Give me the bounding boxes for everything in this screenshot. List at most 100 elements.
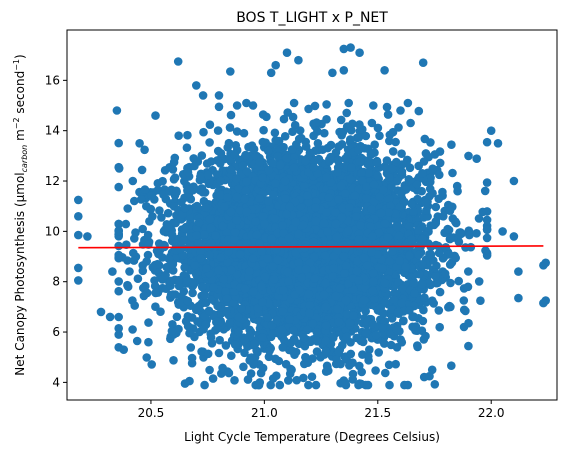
data-point [374, 228, 384, 238]
data-point [133, 274, 143, 284]
data-point [383, 110, 393, 119]
data-point [123, 204, 132, 213]
data-point [295, 126, 305, 135]
data-point [144, 318, 153, 327]
data-point [292, 375, 302, 385]
data-point [443, 224, 453, 234]
data-point [147, 360, 156, 369]
data-point [128, 325, 137, 334]
data-point [143, 250, 153, 260]
data-point [143, 230, 153, 240]
data-point [114, 277, 123, 286]
data-point [405, 251, 414, 261]
data-point [394, 277, 403, 287]
data-point [409, 207, 418, 216]
data-point [366, 158, 376, 167]
data-point [322, 100, 331, 109]
data-point [404, 222, 414, 231]
data-point [347, 126, 356, 135]
data-point [289, 98, 299, 108]
data-point [230, 340, 240, 349]
data-point [208, 374, 218, 383]
data-point [279, 114, 289, 124]
data-point [370, 140, 380, 149]
data-point [301, 353, 310, 362]
data-point [142, 257, 151, 266]
data-point [417, 186, 427, 196]
data-point [392, 176, 402, 186]
data-point [148, 263, 158, 272]
data-point [348, 358, 357, 368]
data-point [199, 127, 208, 137]
data-point [304, 380, 313, 390]
data-point [197, 347, 206, 356]
data-point [320, 128, 329, 138]
data-point [225, 123, 235, 132]
data-point [426, 173, 435, 182]
data-point [203, 349, 213, 359]
data-point [258, 363, 268, 373]
data-point [385, 380, 394, 390]
data-point [424, 278, 434, 288]
data-point [482, 215, 492, 225]
data-point [435, 170, 444, 180]
data-point [354, 133, 364, 142]
data-point [369, 197, 379, 207]
data-point [230, 150, 240, 160]
data-point [323, 362, 332, 372]
data-point [288, 127, 297, 136]
data-point [355, 361, 364, 371]
data-point [213, 170, 222, 179]
data-point [438, 187, 447, 197]
data-point [289, 334, 299, 344]
data-point [160, 166, 170, 175]
data-point [275, 380, 285, 390]
data-point [240, 348, 249, 358]
data-point [242, 98, 251, 108]
data-point [142, 353, 151, 362]
data-point [348, 375, 358, 384]
data-point [151, 302, 160, 312]
data-point [201, 320, 211, 330]
data-point [413, 341, 422, 350]
data-point [382, 102, 392, 112]
data-point [280, 132, 290, 141]
data-point [263, 146, 273, 156]
data-point [212, 317, 222, 326]
data-point [221, 341, 231, 350]
data-point [225, 318, 235, 328]
data-point [131, 228, 140, 237]
data-point [474, 214, 484, 223]
data-point [355, 120, 364, 129]
data-point [385, 136, 394, 146]
data-point [361, 328, 371, 337]
data-point [245, 356, 254, 365]
data-point [190, 332, 199, 342]
data-point [239, 362, 248, 372]
data-point [405, 306, 414, 315]
data-point [168, 165, 178, 174]
data-point [388, 147, 398, 156]
data-point [132, 336, 142, 346]
data-point [151, 288, 160, 298]
data-point [465, 230, 474, 240]
data-point [400, 380, 409, 390]
data-point [430, 150, 440, 159]
data-point [218, 363, 227, 373]
data-point [114, 312, 123, 322]
data-point [476, 296, 485, 306]
data-point [304, 104, 313, 114]
data-point [464, 341, 473, 351]
data-point [288, 346, 297, 356]
data-point [482, 225, 492, 235]
data-point [428, 164, 438, 173]
data-point [279, 142, 288, 152]
data-point [419, 305, 428, 315]
data-point [200, 380, 209, 390]
data-point [266, 380, 276, 390]
data-point [155, 206, 164, 215]
data-point [168, 320, 177, 329]
data-point [140, 145, 149, 155]
data-point [361, 131, 371, 141]
data-point [300, 181, 309, 191]
